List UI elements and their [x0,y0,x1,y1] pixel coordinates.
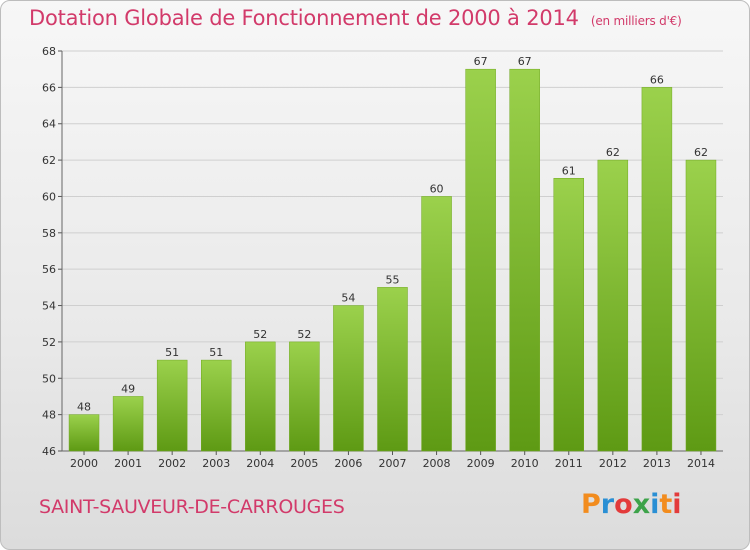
y-tick-label: 62 [42,154,56,167]
bar-value-label: 61 [562,164,576,177]
x-tick-label: 2008 [423,457,451,470]
data-labels: 48 49 51 51 52 52 54 55 60 67 67 61 62 66 62 [77,55,708,413]
bar [553,178,584,452]
bar [201,359,232,452]
logo-letter: o [614,489,633,520]
y-tick-label: 56 [42,263,56,276]
bar-value-label: 67 [474,55,488,68]
y-tick-label: 50 [42,372,56,385]
bar-value-label: 60 [430,182,444,195]
logo-letter: P [581,489,601,520]
bar [685,159,717,452]
x-tick-label: 2012 [599,457,627,470]
logo-letter: r [600,489,615,520]
bar [245,341,276,452]
x-tick-label: 2007 [379,457,407,470]
y-tick-label: 52 [42,336,56,349]
logo-letter: i [650,489,660,520]
bar [465,68,496,452]
proxiti-logo[interactable]: Proxiti [581,489,682,520]
bar [509,68,540,452]
bar-value-label: 54 [341,292,355,305]
bar-value-label: 48 [77,401,91,414]
y-tick-label: 68 [42,45,56,58]
bar [597,159,629,452]
x-tick-label: 2010 [511,457,539,470]
x-tick-label: 2000 [70,457,98,470]
commune-name: SAINT-SAUVEUR-DE-CARROUGES [39,496,345,518]
y-tick-label: 48 [42,409,56,422]
bar [421,196,452,452]
bar-value-label: 52 [297,328,311,341]
bar-value-label: 62 [694,146,708,159]
y-tick-label: 54 [42,300,56,313]
bar-value-label: 52 [253,328,267,341]
bar-value-label: 55 [386,273,400,286]
logo-letter: x [632,489,651,520]
x-tick-label: 2006 [334,457,362,470]
bar [289,341,320,452]
bar [641,87,673,452]
chart-unit: (en milliers d'€) [590,14,682,28]
bar-value-label: 51 [165,346,179,359]
x-tick-label: 2009 [467,457,495,470]
x-tick-label: 2004 [246,457,274,470]
title-text: Dotation Globale de Fonctionnement de 20… [29,6,579,30]
x-tick-label: 2003 [202,457,230,470]
x-tick-label: 2001 [114,457,142,470]
y-tick-label: 60 [42,190,56,203]
bar-value-label: 62 [606,146,620,159]
bar [112,396,144,452]
x-tick-label: 2014 [687,457,715,470]
bar [377,287,408,452]
logo-letter: t [659,489,673,520]
chart-title: Dotation Globale de Fonctionnement de 20… [29,6,682,30]
x-tick-label: 2005 [290,457,318,470]
bar-value-label: 66 [650,73,664,86]
bar-value-label: 49 [121,382,135,395]
bar [333,305,364,452]
bar-value-label: 51 [209,346,223,359]
bar [156,359,188,452]
y-tick-label: 64 [42,118,56,131]
bar-value-label: 67 [518,55,532,68]
x-tick-label: 2013 [643,457,671,470]
x-tick-label: 2011 [555,457,583,470]
y-tick-label: 66 [42,81,56,94]
bar [68,414,100,452]
y-tick-label: 58 [42,227,56,240]
bars [68,68,717,452]
logo-letter: i [672,489,682,520]
x-tick-label: 2002 [158,457,186,470]
y-tick-label: 46 [42,445,56,458]
